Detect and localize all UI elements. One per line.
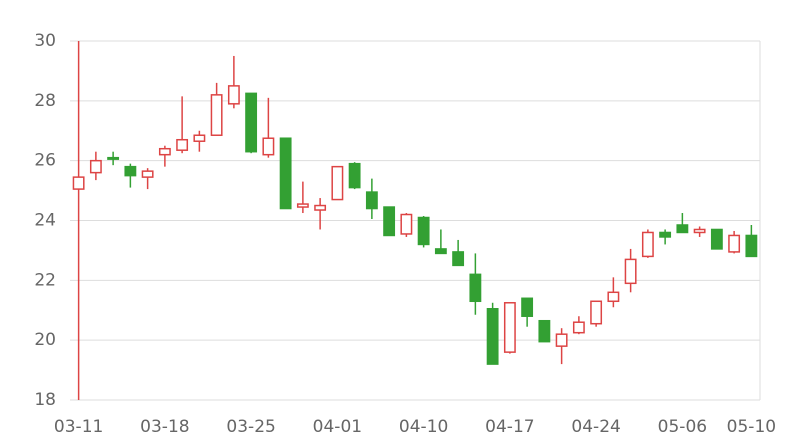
candle-body	[89, 159, 102, 174]
candle-body	[158, 147, 171, 156]
candle-body	[193, 134, 206, 142]
candle-body	[279, 137, 292, 210]
x-tick-label: 05-10	[727, 417, 776, 437]
candle-body	[607, 291, 620, 303]
candle-body	[676, 224, 689, 234]
candle-body	[469, 273, 482, 303]
x-tick-label: 04-24	[571, 417, 620, 437]
y-tick-label: 24	[34, 211, 56, 231]
y-tick-label: 30	[34, 31, 56, 51]
candle-body	[72, 176, 85, 190]
candle-body	[383, 206, 396, 237]
y-tick-label: 26	[34, 151, 56, 171]
x-tick-label: 03-25	[226, 417, 275, 437]
candle-body	[538, 319, 551, 343]
candle-body	[572, 321, 585, 334]
x-tick-label: 04-17	[485, 417, 534, 437]
candle-body	[503, 302, 516, 353]
candle-body	[417, 216, 430, 246]
candle-body	[710, 228, 723, 250]
candle-body	[745, 234, 758, 258]
candle-body	[434, 248, 447, 255]
candle-body	[624, 258, 637, 285]
candle-body	[365, 191, 378, 210]
candle-body	[486, 308, 499, 365]
y-tick-label: 28	[34, 91, 56, 111]
candle-body	[176, 138, 189, 151]
candle-body	[262, 137, 275, 156]
y-tick-label: 18	[34, 390, 56, 410]
candle-body	[141, 170, 154, 178]
candle-body	[331, 165, 344, 201]
candle-body	[590, 300, 603, 325]
y-tick-label: 22	[34, 270, 56, 290]
candle-body	[659, 231, 672, 238]
candle-body	[452, 251, 465, 267]
candle-body	[348, 162, 361, 189]
candle-body	[296, 203, 309, 208]
x-tick-label: 04-01	[313, 417, 362, 437]
candle-body	[124, 165, 137, 177]
candle-body	[641, 231, 654, 258]
candle-body	[728, 234, 741, 253]
x-tick-label: 03-11	[54, 417, 103, 437]
x-tick-label: 04-10	[399, 417, 448, 437]
candle-body	[555, 333, 568, 347]
y-tick-label: 20	[34, 330, 56, 350]
candle-body	[245, 92, 258, 153]
candle-body	[400, 213, 413, 235]
x-tick-label: 05-06	[658, 417, 707, 437]
candle-body	[521, 297, 534, 317]
candle-body	[314, 204, 327, 211]
candle-body	[693, 228, 706, 234]
candle-body	[107, 156, 120, 160]
candle-body	[227, 85, 240, 105]
candle-body	[210, 94, 223, 136]
x-tick-label: 03-18	[140, 417, 189, 437]
